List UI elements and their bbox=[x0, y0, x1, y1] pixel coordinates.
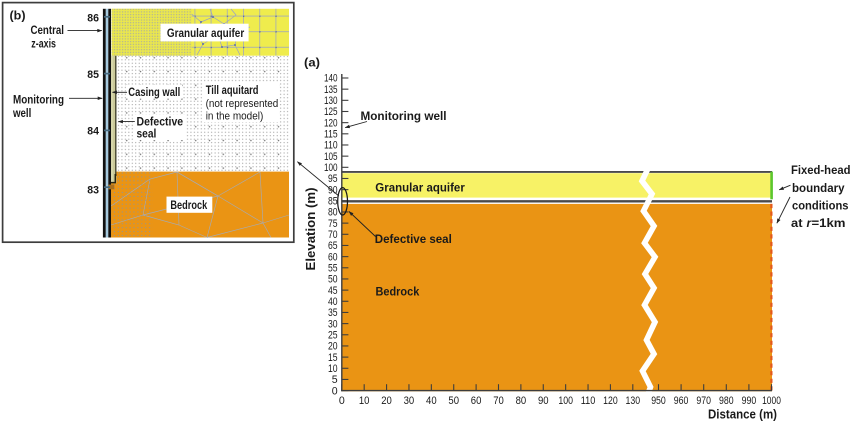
svg-text:115: 115 bbox=[324, 129, 338, 141]
svg-text:110: 110 bbox=[581, 395, 596, 407]
svg-text:125: 125 bbox=[324, 106, 338, 118]
svg-text:25: 25 bbox=[328, 329, 338, 341]
svg-text:(not represented: (not represented bbox=[206, 98, 279, 110]
svg-text:(b): (b) bbox=[10, 9, 26, 23]
svg-text:35: 35 bbox=[328, 307, 338, 319]
svg-text:140: 140 bbox=[324, 73, 338, 85]
svg-text:100: 100 bbox=[558, 395, 573, 407]
svg-text:0: 0 bbox=[339, 395, 345, 407]
svg-text:at: at bbox=[791, 216, 803, 230]
svg-text:95: 95 bbox=[328, 173, 338, 185]
svg-text:50: 50 bbox=[448, 395, 459, 407]
svg-text:boundary: boundary bbox=[792, 181, 845, 195]
svg-text:in the model): in the model) bbox=[206, 110, 264, 122]
svg-text:960: 960 bbox=[674, 395, 689, 407]
svg-text:Bedrock: Bedrock bbox=[170, 199, 207, 212]
svg-text:20: 20 bbox=[381, 395, 392, 407]
svg-text:980: 980 bbox=[719, 395, 734, 407]
svg-text:(a): (a) bbox=[304, 56, 320, 70]
svg-text:60: 60 bbox=[328, 251, 338, 263]
svg-text:83: 83 bbox=[87, 185, 99, 197]
svg-text:970: 970 bbox=[696, 395, 711, 407]
svg-text:Granular aquifer: Granular aquifer bbox=[375, 180, 465, 194]
svg-text:84: 84 bbox=[87, 125, 99, 137]
svg-text:85: 85 bbox=[328, 196, 338, 208]
svg-text:105: 105 bbox=[324, 151, 338, 163]
svg-text:45: 45 bbox=[328, 285, 338, 297]
svg-text:r: r bbox=[807, 216, 813, 230]
svg-text:40: 40 bbox=[328, 296, 338, 308]
svg-text:40: 40 bbox=[426, 395, 437, 407]
svg-text:70: 70 bbox=[328, 229, 338, 241]
svg-text:120: 120 bbox=[324, 117, 338, 129]
svg-text:85: 85 bbox=[87, 69, 99, 81]
svg-text:Casing wall: Casing wall bbox=[128, 86, 180, 99]
svg-text:86: 86 bbox=[87, 12, 99, 24]
svg-text:conditions: conditions bbox=[792, 199, 849, 213]
svg-text:1000: 1000 bbox=[762, 395, 781, 407]
svg-text:Central: Central bbox=[31, 24, 65, 37]
svg-text:=1km: =1km bbox=[812, 216, 846, 230]
svg-text:80: 80 bbox=[516, 395, 527, 407]
svg-text:60: 60 bbox=[471, 395, 482, 407]
svg-text:135: 135 bbox=[324, 84, 338, 96]
svg-text:Fixed-head: Fixed-head bbox=[791, 163, 850, 177]
svg-text:z-axis: z-axis bbox=[31, 37, 56, 50]
svg-text:950: 950 bbox=[651, 395, 666, 407]
svg-text:Distance (m): Distance (m) bbox=[708, 406, 777, 421]
svg-text:130: 130 bbox=[324, 95, 338, 107]
svg-text:Monitoring well: Monitoring well bbox=[361, 109, 447, 123]
svg-text:90: 90 bbox=[538, 395, 549, 407]
svg-text:80: 80 bbox=[328, 207, 338, 219]
svg-text:30: 30 bbox=[404, 395, 415, 407]
svg-text:120: 120 bbox=[603, 395, 618, 407]
svg-text:75: 75 bbox=[328, 218, 338, 230]
svg-text:5: 5 bbox=[332, 374, 338, 386]
svg-text:110: 110 bbox=[324, 140, 338, 152]
svg-text:50: 50 bbox=[328, 274, 338, 286]
svg-text:Defective seal: Defective seal bbox=[375, 232, 452, 246]
svg-text:Granular aquifer: Granular aquifer bbox=[167, 27, 245, 40]
svg-text:65: 65 bbox=[328, 240, 338, 252]
svg-text:90: 90 bbox=[328, 184, 338, 196]
svg-text:15: 15 bbox=[328, 352, 338, 364]
svg-text:20: 20 bbox=[328, 341, 338, 353]
svg-text:0: 0 bbox=[332, 385, 338, 397]
svg-text:130: 130 bbox=[626, 395, 641, 407]
svg-text:Defective: Defective bbox=[137, 116, 184, 129]
svg-text:30: 30 bbox=[328, 318, 338, 330]
svg-text:10: 10 bbox=[328, 363, 338, 375]
svg-text:990: 990 bbox=[742, 395, 757, 407]
svg-text:10: 10 bbox=[359, 395, 370, 407]
svg-text:well: well bbox=[12, 107, 31, 120]
svg-text:55: 55 bbox=[328, 262, 338, 274]
svg-text:70: 70 bbox=[493, 395, 504, 407]
svg-text:Elevation (m): Elevation (m) bbox=[304, 188, 318, 271]
svg-text:Bedrock: Bedrock bbox=[376, 284, 420, 298]
svg-text:Till aquitard: Till aquitard bbox=[206, 84, 259, 97]
svg-text:seal: seal bbox=[137, 127, 157, 140]
svg-text:Monitoring: Monitoring bbox=[13, 93, 64, 106]
svg-text:100: 100 bbox=[324, 162, 338, 174]
